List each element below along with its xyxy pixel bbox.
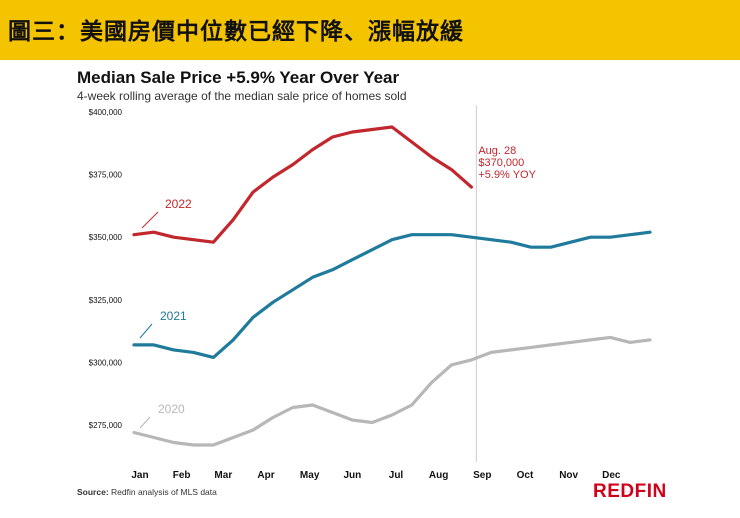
annotation-line: +5.9% YOY [478,169,536,181]
x-tick-label: Sep [473,470,491,481]
series-line-2021 [132,230,652,359]
y-tick-label: $275,000 [89,421,123,430]
series-label-2020: 2020 [158,402,185,416]
y-tick-label: $375,000 [89,171,123,180]
x-tick-label: Mar [214,470,232,481]
chart-title: Median Sale Price +5.9% Year Over Year [77,68,400,87]
annotation-line: Aug. 28 [478,145,516,157]
series-label-2022: 2022 [165,197,192,211]
source-label: Source: [77,487,109,497]
x-tick-label: Jul [389,470,404,481]
x-tick-label: Apr [257,470,274,481]
x-tick-label: Jan [131,470,148,481]
chart-panel: Median Sale Price +5.9% Year Over Year 4… [0,60,740,518]
header-title: 圖三：美國房價中位數已經下降、漲幅放緩 [8,19,464,45]
annotation-line: $370,000 [478,157,524,169]
x-tick-label: Nov [559,470,578,481]
header-bar: 圖三：美國房價中位數已經下降、漲幅放緩 [0,0,740,58]
x-tick-label: Dec [602,470,621,481]
x-tick-label: Aug [429,470,448,481]
x-tick-label: May [300,470,320,481]
series-label-2021: 2021 [160,309,187,323]
y-tick-label: $400,000 [89,108,123,117]
source-text: Redfin analysis of MLS data [111,487,217,497]
series-leader-line-2021 [139,323,153,339]
line-chart: $275,000 $300,000 $325,000 $350,000 $375,000… [89,105,652,481]
redfin-logo: REDFIN [593,481,667,502]
series-leader-line-2020 [139,416,151,429]
y-tick-label: $350,000 [89,233,123,242]
series-line-2020 [132,335,652,447]
y-tick-label: $325,000 [89,296,123,305]
y-tick-label: $300,000 [89,358,123,367]
series-line-2022 [132,125,473,244]
x-tick-label: Feb [173,470,191,481]
x-tick-label: Oct [517,470,534,481]
source-note: Source: Redfin analysis of MLS data [77,487,217,497]
series-leader-line-2022 [141,211,159,229]
x-tick-label: Jun [343,470,361,481]
chart-subtitle: 4-week rolling average of the median sal… [77,89,407,103]
